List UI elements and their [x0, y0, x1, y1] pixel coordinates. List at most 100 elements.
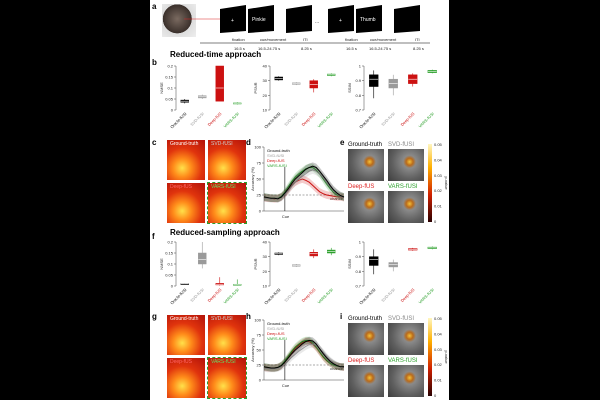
heatmap-vars-fusi: VARS-fUSI [207, 357, 247, 399]
phase-label-3: ITI [303, 37, 308, 42]
colorbar-tick: 0.01 [434, 378, 443, 383]
chance-label: chance [330, 366, 344, 371]
figure-page: a + Pinkie + Thumb ... fixation cue/movemen… [150, 0, 449, 400]
fixation-cross: + [231, 18, 234, 24]
colorbar-tick: 0.02 [434, 362, 443, 367]
y-axis-label: SSIM [347, 259, 352, 269]
y-tick-label: 50 [257, 348, 262, 353]
pmap-ground-truth [348, 323, 384, 355]
box-oracle-fusi [369, 256, 379, 266]
task-screen-4 [328, 5, 354, 33]
category-label: Oracle-fUSI [358, 111, 376, 129]
heatmap-label: Ground-truth [170, 141, 199, 147]
colorbar-tick: 0.04 [434, 157, 443, 162]
colorbar-tick: 0 [434, 219, 437, 224]
y-tick-label: 0.9 [355, 254, 361, 259]
series-line [263, 339, 344, 369]
panel-letter-d: d [246, 138, 251, 147]
phase-label-1: fixation [232, 37, 245, 42]
y-tick-label: 0 [171, 108, 174, 113]
phase-label-5: cue/movement [370, 37, 397, 42]
category-label: VARS-fUSI [316, 287, 333, 304]
colorbar-e: 0.05 0.04 0.03 0.02 0.01 0 p-value [428, 142, 449, 224]
y-tick-label: 0.15 [165, 75, 174, 80]
box-deep-fus [309, 252, 318, 257]
heatmap-vars-fusi: VARS-fUSI [207, 182, 247, 224]
heatmap-label: VARS-fUSI [211, 359, 236, 365]
category-label: VARS-fUSI [222, 287, 239, 304]
y-axis-label: NMSE [159, 82, 164, 94]
cue-label: Cue [282, 214, 290, 219]
box-chart-b-nmse: 0.2 0.15 0.1 0.05 0 NMSE Oracle-fUSI SVD-fUSI De… [159, 64, 242, 129]
y-tick-label: 0.7 [355, 108, 361, 113]
y-tick-label: 1 [359, 64, 362, 69]
panel-letter-h: h [246, 312, 251, 321]
y-tick-label: 0.7 [355, 284, 361, 289]
legend-entry: VARS-fUSI [267, 336, 287, 341]
timeline-ellipsis: ... [315, 19, 319, 25]
y-tick-label: 75 [257, 161, 262, 166]
y-tick-label: 100 [254, 318, 261, 323]
series-line [264, 169, 345, 200]
legend-entry: Ground-truth [267, 148, 290, 153]
pmap-vars-fusi [388, 191, 424, 223]
colorbar-tick: 0.03 [434, 347, 443, 352]
y-tick-label: 100 [254, 145, 261, 150]
timeline-diagram: + Pinkie + Thumb ... fixation cue/movement … [184, 5, 430, 51]
y-tick-label: 10 [263, 108, 268, 113]
colorbar-label: p-value [444, 176, 449, 190]
y-tick-label: 0.9 [355, 78, 361, 83]
heatmap-label: SVD-fUSI [211, 141, 233, 147]
box-oracle-fusi [369, 74, 379, 87]
category-label: Deep-fUS [400, 111, 416, 127]
y-tick-label: 10 [263, 284, 268, 289]
y-tick-label: 0 [259, 378, 262, 383]
duration-4: 16.5 s [346, 46, 357, 51]
box-chart-f-nmse: 0.2 0.15 0.1 0.05 0 NMSE Oracle-fUSI SVD-fUSI De… [159, 240, 242, 305]
section-title-reduced-time: Reduced-time approach [170, 50, 262, 59]
colorbar-gradient [428, 318, 432, 396]
category-label: Oracle-fUSI [263, 111, 281, 129]
legend-entry: Ground-truth [267, 321, 290, 326]
task-screen-5 [356, 5, 382, 33]
fixation-cross: + [339, 18, 342, 24]
panel-letter-a: a [152, 2, 157, 11]
phase-label-6: ITI [415, 37, 420, 42]
category-label: SVD-fUSI [283, 111, 299, 127]
box-svd-fusi [198, 252, 207, 265]
pmap-label: VARS-fUSI [388, 358, 418, 364]
y-tick-label: 40 [263, 240, 268, 245]
colorbar-i: 0.05 0.04 0.03 0.02 0.01 0 p-value [428, 316, 449, 398]
cue-label: Cue [282, 383, 290, 388]
heatmap-label: Deep-fUS [170, 359, 192, 365]
pmap-label: Deep-fUS [348, 184, 375, 190]
colorbar-tick: 0.05 [434, 142, 443, 147]
phase-label-2: cue/movement [260, 37, 287, 42]
pvalue-maps-e: Ground-truth SVD-fUSI Deep-fUS VARS-fUSI [348, 142, 438, 226]
category-label: VARS-fUSI [417, 111, 434, 128]
task-screen-1 [220, 5, 246, 33]
category-label: Oracle-fUSI [263, 287, 281, 305]
y-tick-label: 20 [263, 93, 268, 98]
phase-label-4: fixation [345, 37, 358, 42]
heatmap-deep-fus: Deep-fUS [167, 358, 205, 398]
section-title-reduced-sampling: Reduced-sampling approach [170, 228, 280, 237]
accuracy-chart-d: 100 75 50 25 0 Accuracy (%) chance Cue Ground-tr… [250, 145, 345, 219]
colorbar-label: p-value [444, 350, 449, 364]
duration-2: 16.5-24.75 s [258, 46, 280, 51]
y-tick-label: 0.8 [355, 269, 361, 274]
category-label: Oracle-fUSI [169, 287, 187, 305]
ci-band [264, 162, 344, 203]
y-tick-label: 0.1 [167, 262, 173, 267]
y-axis-label: Accuracy (%) [250, 166, 255, 190]
y-tick-label: 25 [257, 193, 262, 198]
y-tick-label: 75 [257, 333, 262, 338]
category-label: VARS-fUSI [316, 111, 333, 128]
category-label: SVD-fUSI [380, 111, 396, 127]
category-label: Deep-fUS [301, 287, 317, 303]
pvalue-maps-i: Ground-truth SVD-fUSI Deep-fUS VARS-fUSI [348, 316, 438, 400]
y-tick-label: 50 [257, 177, 262, 182]
duration-1: 16.5 s [234, 46, 245, 51]
pmap-vars-fusi [388, 365, 424, 397]
y-tick-label: 0.2 [167, 240, 173, 245]
